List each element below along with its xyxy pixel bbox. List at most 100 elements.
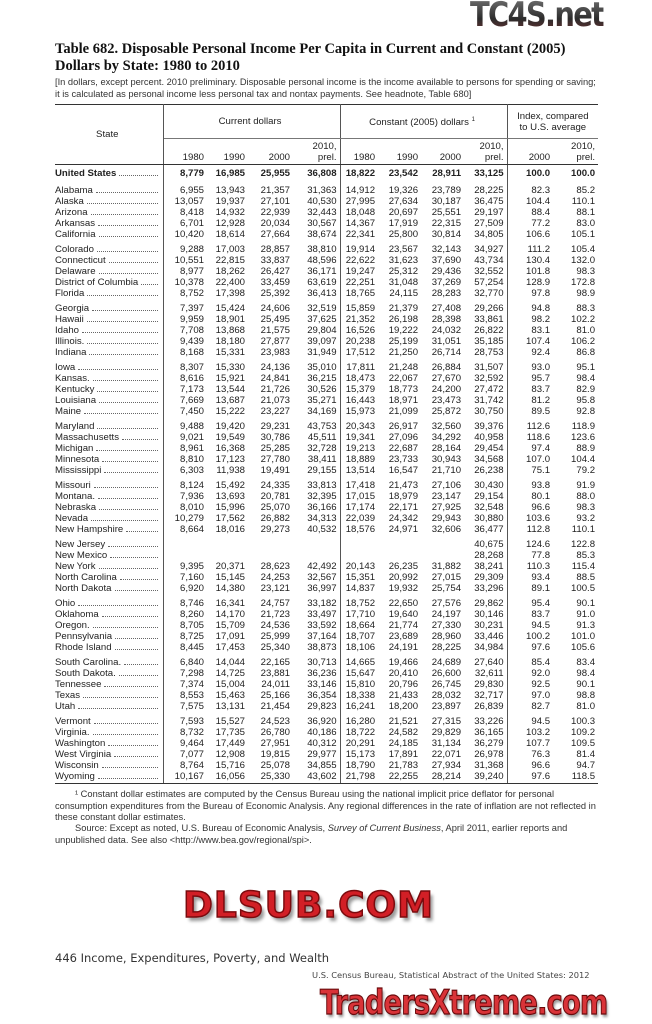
state-cell: California	[55, 229, 164, 241]
value-cell: 18,707	[345, 631, 376, 643]
dot-leader	[104, 472, 158, 474]
value-cell: 30,526	[293, 384, 341, 396]
value-cell: 8,705	[179, 620, 204, 632]
table-row: New York 9,395 20,371 28,623 42,492 20,143 26,…	[55, 561, 598, 573]
value-cell: 102.2	[571, 314, 596, 326]
state-name: Kentucky	[55, 384, 95, 396]
table-row: Kentucky 7,173 13,544 21,726 30,526 15,379 18,…	[55, 384, 598, 396]
table-row: Tennessee 7,374 15,004 24,011 33,146 15,810 20…	[55, 679, 598, 691]
state-name: United States	[55, 168, 117, 180]
value-cell: 31,048	[388, 277, 419, 289]
value-cell: 21,774	[388, 620, 419, 632]
value-cell: 22,255	[378, 771, 422, 785]
dot-leader	[92, 380, 158, 382]
value-cell: 24,582	[388, 727, 419, 739]
value-cell: 36,279	[464, 738, 508, 750]
value-cell: 107.7	[526, 738, 551, 750]
dot-leader	[114, 590, 158, 592]
value-cell: 6,701	[179, 218, 204, 230]
value-cell: 18,106	[345, 642, 376, 654]
value-cell: 27,015	[431, 572, 462, 584]
value-cell: 8,307	[179, 362, 204, 374]
value-cell: 92.5	[531, 679, 551, 691]
value-cell: 37,690	[431, 255, 462, 267]
value-cell: 6,920	[179, 583, 204, 595]
dot-leader	[124, 664, 158, 666]
value-cell: 33,837	[260, 255, 290, 267]
value-cell: 105.4	[571, 244, 596, 256]
value-cell: 38,241	[464, 561, 508, 573]
value-cell: 25,312	[388, 266, 419, 278]
value-cell: 28,960	[431, 631, 462, 643]
value-cell: 20,371	[215, 561, 245, 573]
value-cell: 13,693	[215, 491, 245, 503]
value-cell: 28,032	[431, 690, 462, 702]
value-cell: 34,169	[293, 406, 341, 418]
value-cell: 8,746	[179, 598, 204, 610]
value-cell: 17,398	[215, 288, 245, 300]
value-cell: 128.9	[526, 277, 551, 289]
value-cell: 97.6	[507, 771, 554, 785]
dot-leader	[101, 767, 158, 769]
value-cell: 98.3	[576, 502, 596, 514]
value-cell: 13,514	[345, 465, 376, 477]
value-cell: 88.1	[576, 207, 596, 219]
value-cell: 7,593	[179, 716, 204, 728]
state-cell: District of Columbia	[55, 277, 164, 289]
dot-leader	[108, 262, 158, 264]
state-name: Georgia	[55, 303, 90, 315]
value-cell: 16,526	[345, 325, 376, 337]
value-cell: 105.6	[571, 642, 596, 654]
value-cell: 11,938	[216, 465, 245, 477]
value-cell: 88.5	[576, 572, 596, 584]
table-title: Table 682. Disposable Personal Income Pe…	[55, 41, 566, 74]
value-cell: 37,269	[431, 277, 462, 289]
value-cell: 25,330	[248, 771, 293, 785]
state-cell: North Dakota	[55, 583, 164, 595]
value-cell: 96.6	[531, 760, 551, 772]
value-cell: 81.2	[531, 395, 551, 407]
state-name: Nebraska	[55, 502, 97, 514]
state-cell: Texas	[55, 690, 164, 702]
dot-leader	[115, 638, 158, 640]
table-row: New Mexico 28,268 77.8 85.3	[55, 550, 598, 562]
value-cell: 6,303	[179, 465, 204, 477]
state-name: Maryland	[55, 421, 95, 433]
value-cell: 21,357	[260, 185, 290, 197]
dot-leader	[84, 413, 158, 415]
value-cell: 39,240	[464, 771, 508, 785]
table-row: Utah 7,575 13,131 21,454 29,823 16,241 18,200 2…	[55, 701, 598, 713]
value-cell	[340, 550, 378, 561]
state-name: Pennsylvania	[55, 631, 113, 643]
value-cell: 26,884	[431, 362, 462, 374]
dot-leader	[104, 686, 158, 688]
value-cell: 15,921	[215, 373, 245, 385]
value-cell: 27,780	[260, 454, 290, 466]
value-cell: 26,839	[464, 701, 508, 713]
dot-leader	[99, 402, 158, 404]
value-cell: 92.0	[531, 668, 551, 680]
value-cell: 36,808	[293, 164, 341, 182]
state-name: Massachusetts	[55, 432, 119, 444]
state-name: Colorado	[55, 244, 94, 256]
state-name: Arizona	[55, 207, 88, 219]
value-cell: 38,674	[293, 229, 341, 241]
value-cell: 24,032	[431, 325, 462, 337]
value-cell: 32,567	[293, 572, 341, 584]
value-cell	[378, 550, 421, 561]
value-cell: 110.3	[526, 561, 551, 573]
value-cell: 42,492	[293, 561, 341, 573]
value-cell: 9,464	[179, 738, 204, 750]
value-cell: 33,182	[293, 594, 341, 610]
value-cell: 15,173	[345, 749, 376, 761]
value-cell: 26,822	[464, 325, 508, 337]
dot-leader	[108, 546, 158, 548]
state-cell: Illinois.	[55, 336, 164, 348]
dot-leader	[98, 273, 158, 275]
value-cell: 18,338	[345, 690, 376, 702]
value-cell: 94.8	[531, 303, 551, 315]
state-cell: Nevada	[55, 513, 164, 525]
value-cell: 30,430	[464, 476, 508, 492]
value-cell: 32,717	[464, 690, 508, 702]
value-cell: 12,908	[215, 749, 245, 761]
